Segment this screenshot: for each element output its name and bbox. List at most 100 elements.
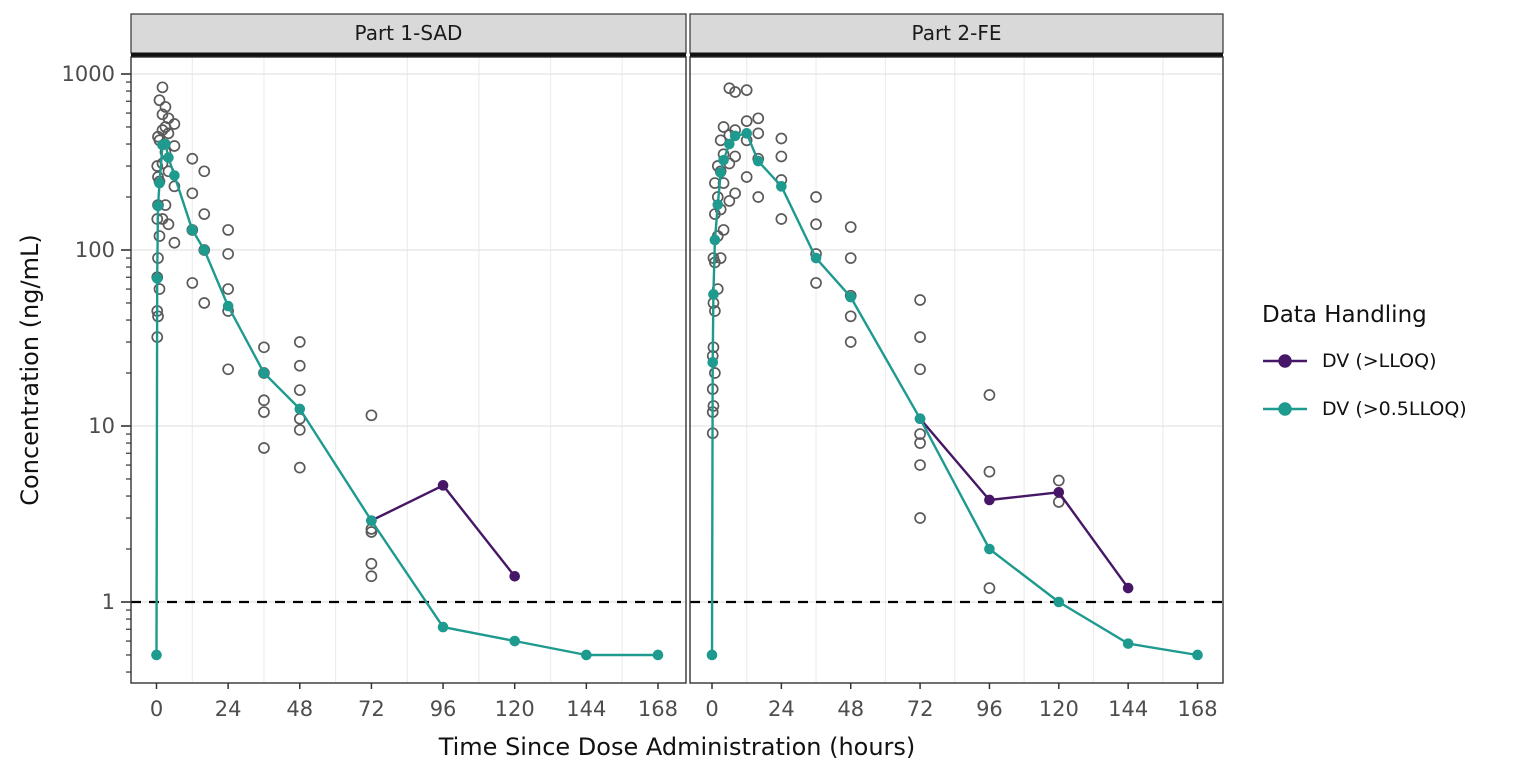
dv-05lloq-point	[845, 291, 857, 303]
facet-panel-1: 0 24 48 72 96 120 144 168	[689, 13, 1224, 721]
observation-point	[752, 191, 765, 203]
observation-point	[717, 121, 730, 133]
x-tick-label: 96	[976, 697, 1003, 721]
observation-point	[810, 191, 822, 203]
observation-point	[293, 424, 306, 436]
observation-point	[153, 283, 166, 295]
dv-lloq-point	[1122, 582, 1134, 594]
observation-point	[914, 428, 926, 440]
observation-point	[844, 336, 857, 348]
dv-05lloq-point	[741, 128, 752, 139]
dv-05lloq-point	[706, 649, 718, 661]
dv-lloq-point	[509, 570, 520, 582]
facet-strip-separator	[131, 53, 686, 57]
dv-05lloq-point	[151, 649, 162, 661]
observation-point	[156, 81, 169, 94]
dv-05lloq-point	[776, 181, 787, 192]
observation-point	[723, 195, 736, 207]
observation-point	[775, 213, 788, 225]
dv-lloq-point	[1053, 487, 1065, 498]
observation-point	[914, 294, 926, 306]
x-tick-label: 72	[358, 697, 385, 721]
observation-point	[775, 132, 788, 145]
observation-point	[752, 127, 765, 140]
legend-key-line-dot-icon	[1263, 402, 1307, 416]
observation-point	[844, 221, 857, 233]
observation-point	[729, 187, 741, 200]
dv-05lloq-point	[169, 170, 180, 181]
dv-05lloq-point	[198, 244, 210, 256]
legend-item-dv-lloq[interactable]: DV (>LLOQ)	[1262, 350, 1534, 372]
panel-background	[131, 57, 686, 683]
observation-point	[156, 108, 169, 121]
observation-point	[365, 570, 378, 583]
dv-05lloq-point	[984, 543, 995, 555]
facet-panel-0: 0 24 48 72 96 120 144 168	[130, 13, 687, 721]
dv-05lloq-point	[154, 177, 165, 189]
observation-point	[293, 384, 306, 396]
legend-key-line-dot-icon	[1263, 354, 1307, 368]
x-tick-label: 48	[286, 697, 313, 721]
observation-point	[740, 115, 753, 127]
observation-point	[1052, 474, 1065, 487]
dv-05lloq-point	[729, 130, 741, 142]
legend-title: Data Handling	[1262, 302, 1427, 328]
observation-point	[153, 230, 166, 242]
observation-point	[714, 252, 727, 264]
observation-point	[844, 252, 857, 264]
observation-point	[914, 459, 926, 471]
observation-point	[775, 150, 788, 163]
dv-05lloq-point	[1122, 638, 1134, 649]
facet-strip-label-part1-sad: Part 1-SAD	[354, 21, 463, 45]
dv-05lloq-point	[151, 273, 163, 284]
dv-05lloq-point	[810, 252, 822, 264]
observation-point	[717, 224, 730, 236]
x-tick-label: 96	[430, 697, 457, 721]
x-tick-label: 168	[638, 697, 678, 721]
dv-lloq-point	[984, 494, 995, 506]
dv-05lloq-point	[708, 289, 719, 300]
observation-point	[810, 277, 822, 289]
observation-point	[186, 187, 199, 200]
x-tick-label: 24	[215, 697, 242, 721]
dv-05lloq-point	[187, 224, 198, 236]
observation-point	[914, 363, 926, 376]
dv-05lloq-point	[160, 138, 171, 150]
observation-point	[222, 283, 234, 295]
dv-05lloq-point	[258, 367, 270, 379]
dv-05lloq-point	[152, 200, 164, 212]
observation-point	[983, 582, 996, 594]
x-tick-label: 120	[1039, 697, 1079, 721]
dv-05lloq-point	[163, 152, 174, 163]
observation-point	[198, 165, 211, 178]
observation-point	[258, 341, 270, 354]
panel-background	[690, 57, 1223, 683]
dv-05lloq-point	[581, 649, 592, 661]
observation-point	[162, 127, 175, 140]
observation-point	[365, 557, 378, 570]
dv-05lloq-point	[718, 154, 729, 166]
observation-point	[983, 389, 996, 401]
observation-point	[723, 82, 736, 95]
x-tick-label: 144	[1108, 697, 1148, 721]
legend-item-dv-05lloq[interactable]: DV (>0.5LLOQ)	[1262, 398, 1534, 420]
x-tick-label: 24	[768, 697, 795, 721]
panel-border	[689, 56, 1224, 684]
facet-strip	[689, 13, 1224, 54]
observation-point	[293, 359, 306, 372]
x-tick-label: 168	[1177, 697, 1217, 721]
dv-05lloq-point	[366, 515, 377, 526]
observation-point	[729, 150, 741, 163]
observation-point	[198, 297, 211, 309]
y-tick-label: 1	[102, 590, 115, 614]
x-axis-title: Time Since Dose Administration (hours)	[438, 733, 916, 761]
dv-05lloq-point	[509, 635, 520, 647]
observation-point	[983, 465, 996, 478]
dv-05lloq-point	[914, 413, 926, 425]
observation-point	[709, 305, 721, 317]
y-tick-label: 1000	[62, 62, 115, 86]
dv-05lloq-point	[1192, 649, 1203, 661]
observation-point	[844, 310, 857, 323]
